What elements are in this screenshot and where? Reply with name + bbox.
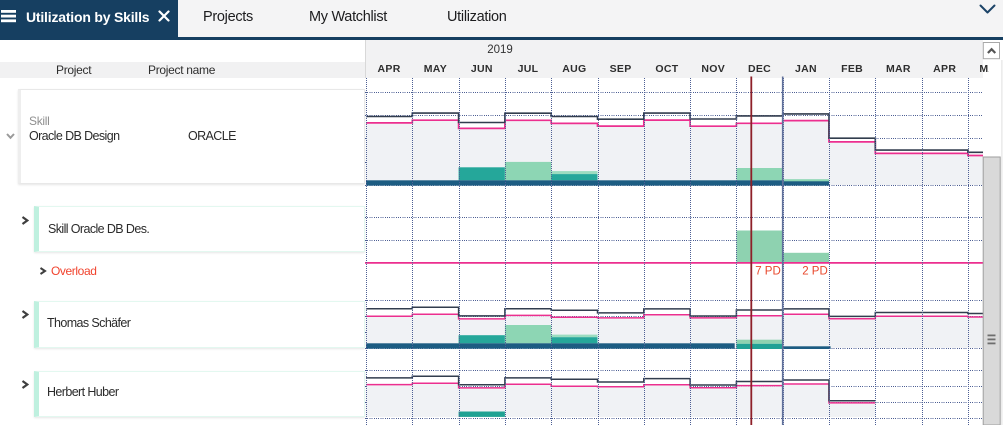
svg-text:7 PD: 7 PD bbox=[755, 266, 781, 278]
svg-text:DEC: DEC bbox=[748, 63, 771, 75]
svg-text:2019: 2019 bbox=[487, 44, 513, 56]
svg-text:APR: APR bbox=[933, 63, 956, 75]
svg-text:SEP: SEP bbox=[610, 63, 632, 75]
svg-text:MAY: MAY bbox=[424, 63, 447, 75]
svg-text:JUN: JUN bbox=[471, 63, 493, 75]
svg-text:NOV: NOV bbox=[701, 63, 725, 75]
svg-text:AUG: AUG bbox=[562, 63, 586, 75]
svg-text:OCT: OCT bbox=[655, 63, 678, 75]
svg-text:JAN: JAN bbox=[795, 63, 817, 75]
svg-text:JUL: JUL bbox=[518, 63, 539, 75]
svg-text:FEB: FEB bbox=[841, 63, 863, 75]
svg-text:APR: APR bbox=[378, 63, 401, 75]
svg-text:MAR: MAR bbox=[886, 63, 911, 75]
svg-text:MAY: MAY bbox=[979, 63, 1002, 75]
svg-text:2 PD: 2 PD bbox=[802, 266, 828, 278]
